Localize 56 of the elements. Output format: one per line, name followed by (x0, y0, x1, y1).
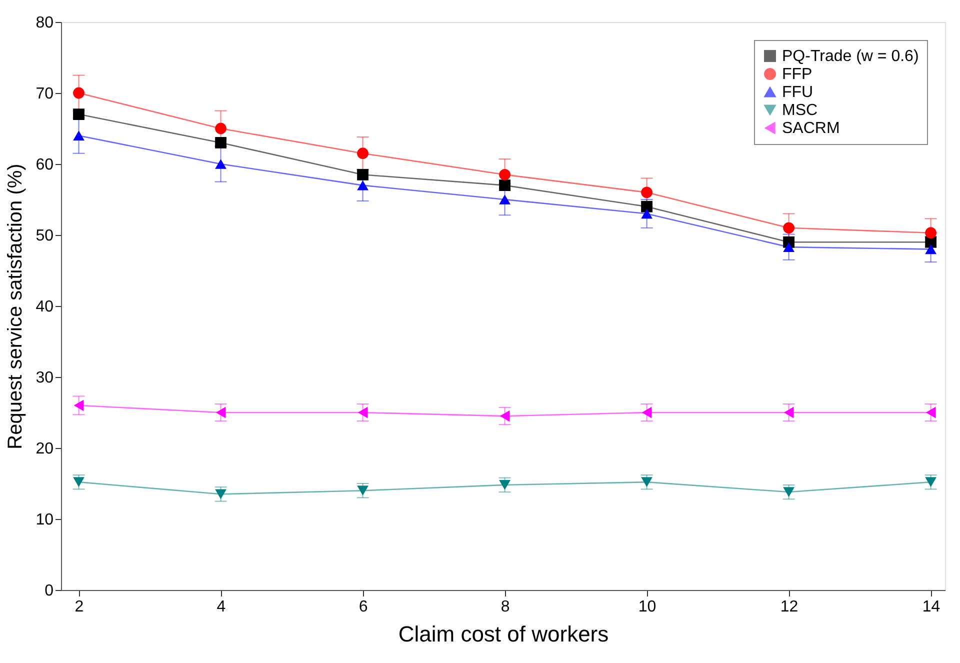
x-tick-label: 14 (922, 598, 940, 616)
legend-label: FFU (782, 84, 814, 101)
x-axis-title: Claim cost of workers (398, 622, 609, 646)
point (74, 400, 84, 412)
point (783, 222, 794, 234)
point (358, 406, 368, 418)
y-tick-label: 60 (36, 156, 54, 174)
point (641, 208, 652, 219)
legend-label: SACRM (782, 120, 840, 137)
point (73, 87, 84, 99)
legend-label: MSC (782, 102, 818, 119)
y-tick-label: 30 (36, 370, 54, 386)
point (925, 227, 936, 239)
point (499, 168, 510, 180)
y-tick-label: 20 (36, 440, 54, 458)
point (783, 242, 794, 252)
y-tick-label: 0 (44, 582, 54, 600)
x-tick-label: 4 (216, 598, 226, 616)
point (926, 406, 936, 418)
point (500, 410, 510, 422)
point (499, 480, 510, 490)
point (499, 194, 510, 204)
point (73, 130, 84, 141)
y-axis-title: Request service satisfaction (%) (4, 164, 27, 450)
point (215, 122, 226, 134)
point (784, 406, 794, 418)
x-tick-label: 8 (500, 598, 510, 616)
legend-label: PQ-Trade (w = 0.6) (782, 48, 919, 65)
point (641, 477, 652, 488)
point (215, 489, 226, 500)
y-tick-label: 80 (36, 14, 54, 32)
point (357, 168, 368, 180)
x-tick-label: 10 (638, 598, 656, 616)
y-tick-label: 70 (36, 86, 54, 102)
point (925, 477, 936, 488)
y-tick-label: 40 (36, 298, 54, 316)
point (73, 477, 84, 488)
x-tick-label: 12 (780, 598, 798, 616)
point (215, 137, 226, 148)
x-tick-label: 6 (358, 598, 368, 616)
point (783, 487, 794, 497)
point (215, 159, 226, 169)
legend-label: FFP (782, 66, 812, 83)
point (641, 186, 652, 198)
point (73, 108, 84, 120)
x-tick-label: 2 (74, 598, 84, 616)
point (216, 406, 226, 418)
point (642, 406, 652, 418)
y-tick-label: 50 (36, 228, 54, 244)
point (357, 486, 368, 496)
point (357, 180, 368, 190)
point (499, 180, 510, 191)
point (641, 200, 652, 212)
point (357, 148, 368, 160)
point (925, 244, 936, 254)
y-tick-label: 10 (36, 512, 54, 528)
